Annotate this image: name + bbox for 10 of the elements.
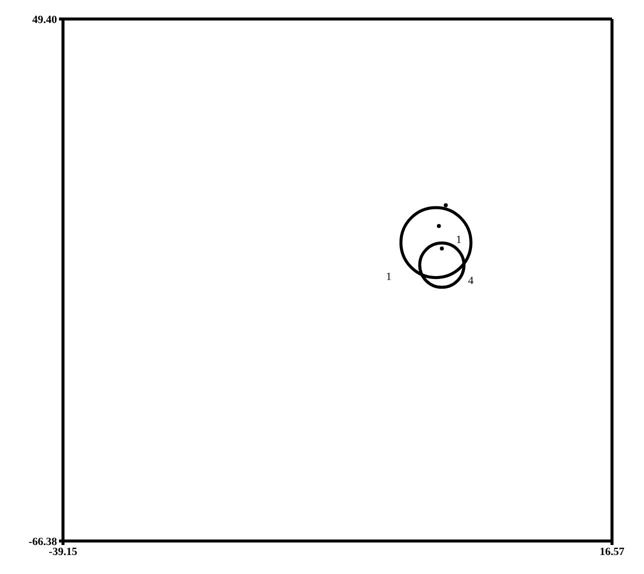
x-tick-label: 16.57 — [600, 546, 625, 558]
y-tick-label: -66.38 — [28, 536, 58, 548]
y-tick-label: 49.40 — [32, 14, 58, 26]
annotation: 1 — [386, 271, 392, 283]
x-tick-label: -39.15 — [48, 546, 78, 558]
annotation: 4 — [468, 275, 474, 287]
annotation: 1 — [456, 234, 462, 246]
point — [444, 203, 448, 208]
point — [440, 246, 444, 250]
point — [436, 224, 441, 228]
